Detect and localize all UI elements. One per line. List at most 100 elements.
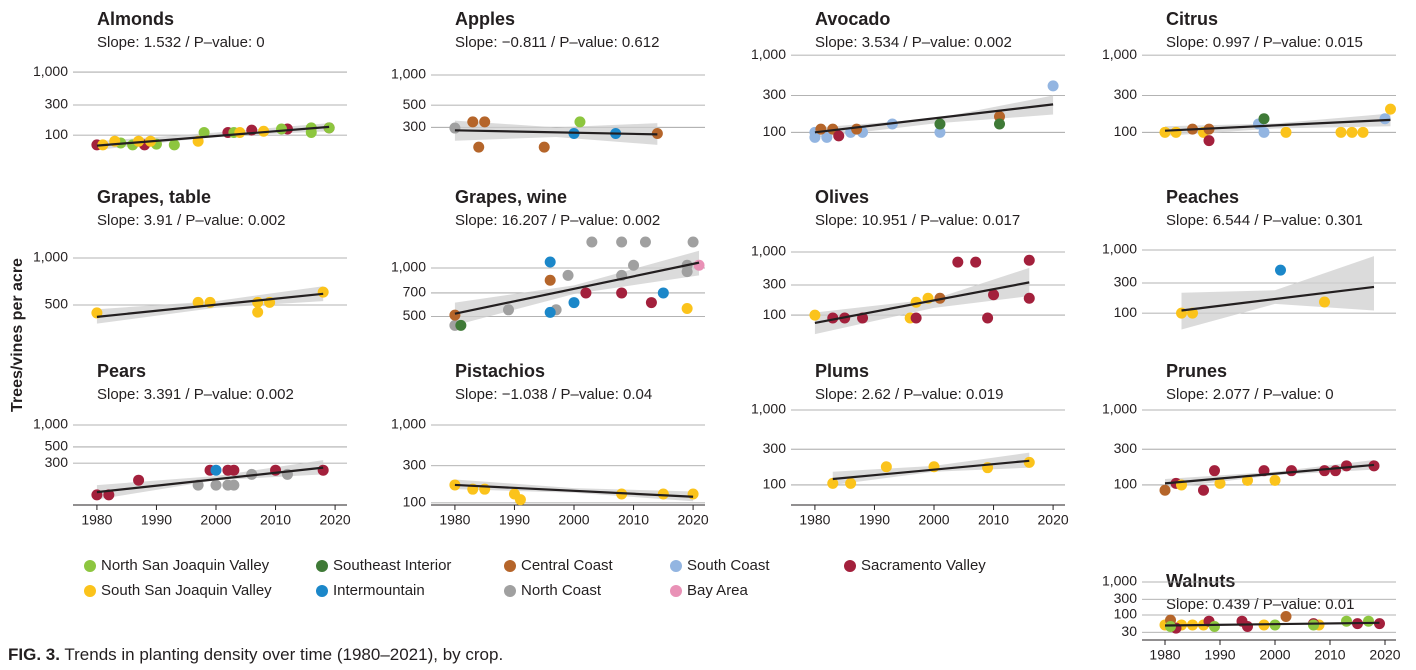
- trend-line: [1164, 118, 1391, 132]
- panel-subtitle: Slope: 0.997 / P–value: 0.015: [1166, 34, 1363, 51]
- caption-label: FIG. 3.: [8, 645, 60, 664]
- point: [657, 287, 669, 299]
- legend-marker: [844, 560, 856, 572]
- point: [1047, 80, 1059, 92]
- point: [1330, 465, 1341, 477]
- x-tick-label: 2010: [1314, 647, 1345, 663]
- y-tick-label: 300: [763, 440, 787, 456]
- panel-title: Avocado: [815, 9, 890, 29]
- y-tick-label: 1,000: [1102, 46, 1137, 62]
- point: [562, 269, 574, 281]
- point: [934, 126, 946, 138]
- y-tick-label: 30: [1121, 623, 1137, 639]
- panel-subtitle: Slope: 6.544 / P–value: 0.301: [1166, 212, 1363, 229]
- point: [1023, 254, 1035, 266]
- point: [1335, 126, 1347, 138]
- y-tick-label: 1,000: [751, 46, 786, 62]
- point: [639, 236, 651, 248]
- y-tick-label: 300: [1114, 86, 1138, 102]
- legend-marker: [504, 585, 516, 597]
- point: [1341, 460, 1352, 472]
- x-tick-label: 1990: [141, 512, 172, 528]
- legend-label: North San Joaquin Valley: [101, 557, 270, 574]
- point: [467, 116, 479, 128]
- panel-subtitle: Slope: 2.62 / P–value: 0.019: [815, 386, 1003, 403]
- point: [1363, 615, 1374, 627]
- panel-title: Prunes: [1166, 361, 1227, 381]
- point: [952, 256, 964, 268]
- point: [1385, 103, 1396, 115]
- caption-text: Trends in planting density over time (19…: [64, 645, 503, 664]
- panel-title: Plums: [815, 361, 869, 381]
- point: [628, 259, 640, 271]
- legend-label: South Coast: [687, 557, 770, 574]
- panel-title: Grapes, table: [97, 187, 211, 207]
- point: [1209, 620, 1220, 632]
- x-tick-label: 1980: [1149, 647, 1180, 663]
- point: [228, 464, 240, 476]
- trend-line: [96, 466, 324, 494]
- y-tick-label: 1,000: [751, 243, 786, 259]
- point: [168, 139, 180, 151]
- point: [449, 309, 461, 321]
- point: [210, 464, 222, 476]
- point: [1379, 113, 1391, 125]
- trend-line: [814, 103, 1054, 134]
- y-tick-label: 300: [1114, 274, 1138, 290]
- point: [276, 123, 287, 135]
- point: [1319, 296, 1330, 308]
- confidence-band: [814, 267, 1030, 335]
- point: [252, 296, 264, 308]
- legend-marker: [316, 560, 328, 572]
- x-tick-label: 2000: [558, 512, 589, 528]
- panel-subtitle: Slope: 2.077 / P–value: 0: [1166, 386, 1334, 403]
- point: [317, 286, 329, 298]
- point: [305, 126, 317, 138]
- trend-line: [814, 281, 1030, 325]
- point: [544, 256, 556, 268]
- point: [1308, 619, 1319, 631]
- y-tick-label: 1,000: [391, 66, 426, 82]
- point: [1170, 126, 1182, 138]
- point: [851, 123, 863, 135]
- panel-subtitle: Slope: −1.038 / P–value: 0.04: [455, 386, 652, 403]
- legend-label: Bay Area: [687, 582, 749, 599]
- point: [1275, 264, 1286, 276]
- y-tick-label: 100: [1114, 606, 1138, 622]
- x-tick-label: 1980: [439, 512, 470, 528]
- point: [198, 126, 210, 138]
- x-tick-label: 2010: [978, 512, 1009, 528]
- y-tick-label: 300: [403, 118, 427, 134]
- legend-label: Intermountain: [333, 582, 425, 599]
- y-tick-label: 500: [403, 96, 427, 112]
- y-tick-label: 100: [763, 306, 787, 322]
- point: [544, 274, 556, 286]
- panel-title: Apples: [455, 9, 515, 29]
- legend-label: North Coast: [521, 582, 602, 599]
- point: [1341, 615, 1352, 627]
- y-tick-label: 1,000: [391, 259, 426, 275]
- point: [687, 488, 699, 500]
- point: [880, 461, 892, 473]
- x-tick-label: 2000: [200, 512, 231, 528]
- confidence-band: [1181, 256, 1374, 330]
- point: [1023, 456, 1035, 468]
- point: [988, 289, 1000, 301]
- point: [1357, 126, 1369, 138]
- point: [994, 118, 1005, 130]
- y-tick-label: 1,000: [391, 416, 426, 432]
- point: [1269, 474, 1281, 486]
- point: [934, 118, 946, 130]
- point: [982, 312, 994, 324]
- panel-title: Grapes, wine: [455, 187, 567, 207]
- y-tick-label: 300: [45, 454, 69, 470]
- point: [1214, 477, 1226, 489]
- point: [574, 116, 586, 128]
- y-tick-label: 100: [1114, 304, 1138, 320]
- y-tick-label: 300: [45, 96, 69, 112]
- panel-subtitle: Slope: 10.951 / P–value: 0.017: [815, 212, 1020, 229]
- point: [1280, 126, 1292, 138]
- y-tick-label: 100: [763, 123, 787, 139]
